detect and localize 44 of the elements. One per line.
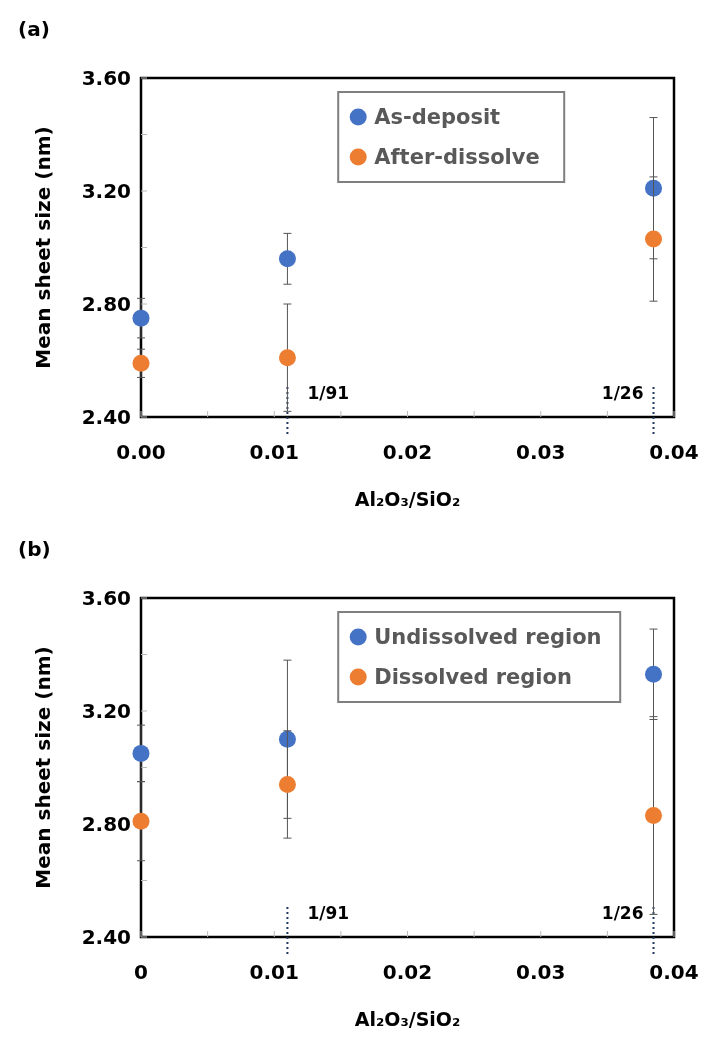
point [645,665,663,683]
y-tick-label: 2.40 [81,925,131,949]
point [132,744,150,762]
x-tick-label: 0.03 [516,440,566,464]
y-tick-label: 3.20 [81,179,131,203]
x-axis-title: Al₂O₃/SiO₂ [354,488,461,510]
chart-title: (a) [18,17,50,41]
point [132,309,150,327]
y-tick-label: 3.60 [81,586,131,610]
y-tick-label: 2.40 [81,405,131,429]
point [278,775,296,793]
point [278,730,296,748]
x-tick-label: 0.02 [382,440,433,464]
x-tick-label: 0.02 [382,960,433,984]
x-tick-label: 0.01 [249,440,299,464]
point [278,349,296,367]
y-tick-label: 3.60 [81,66,131,90]
annotation: 1/91 [307,903,350,923]
point [278,250,296,268]
y-tick-label: 2.80 [81,292,131,316]
x-tick-label: 0.03 [516,960,566,984]
point [645,807,663,825]
y-tick-label: 3.20 [81,699,131,723]
annotation: 1/91 [307,383,350,403]
annotation: 1/26 [601,903,644,923]
y-tick-label: 2.80 [81,812,131,836]
point [645,230,663,248]
x-tick-label: 0 [134,960,148,984]
legend-label: As-deposit [374,105,501,130]
legend-label: After-dissolve [374,145,540,170]
chart-title: (b) [18,537,51,561]
x-tick-label: 0.04 [649,960,699,984]
legend-label: Dissolved region [374,665,572,690]
x-tick-label: 0.00 [116,440,166,464]
point [132,354,150,372]
annotation: 1/26 [601,383,644,403]
x-tick-label: 0.01 [249,960,299,984]
x-axis-title: Al₂O₃/SiO₂ [354,1008,461,1030]
y-axis-title: Mean sheet size (nm) [31,646,55,889]
y-axis-title: Mean sheet size (nm) [31,126,55,369]
x-tick-label: 0.04 [649,440,699,464]
point [645,179,663,197]
legend-label: Undissolved region [374,625,602,650]
point [132,812,150,830]
